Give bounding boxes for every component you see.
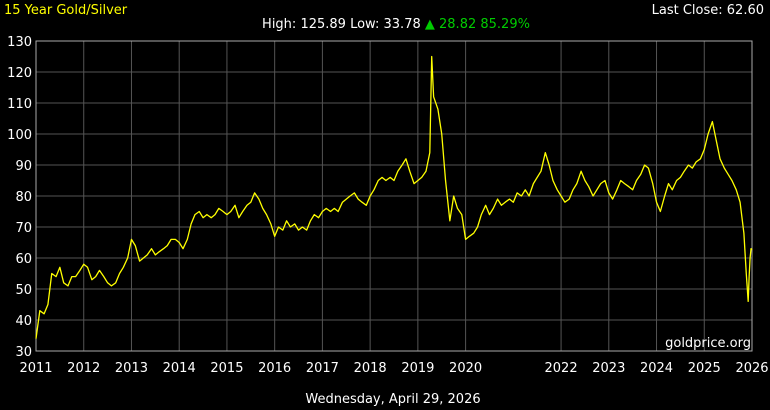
x-tick-label: 2014 — [163, 361, 196, 376]
change-percent: 85.29% — [480, 17, 530, 32]
footer-date: Wednesday, April 29, 2026 — [305, 392, 480, 407]
chart-title: 15 Year Gold/Silver — [4, 3, 128, 18]
y-tick-label: 40 — [15, 314, 32, 329]
x-tick-label: 2012 — [67, 361, 100, 376]
last-close: Last Close: 62.60 — [652, 3, 764, 18]
x-tick-label: 2015 — [210, 361, 243, 376]
change-value: 28.82 — [439, 17, 476, 32]
plot-frame — [35, 40, 753, 352]
watermark: goldprice.org — [665, 336, 751, 351]
x-tick-label: 2023 — [592, 361, 625, 376]
y-tick-label: 70 — [15, 221, 32, 236]
high-value: 125.89 — [300, 17, 346, 32]
x-tick-label: 2019 — [401, 361, 434, 376]
x-tick-label: 2017 — [306, 361, 339, 376]
series-line — [35, 55, 753, 339]
x-tick-label: 2018 — [354, 361, 387, 376]
y-tick-label: 100 — [7, 128, 32, 143]
y-tick-label: 50 — [15, 283, 32, 298]
change-arrow-icon: ▲ — [425, 17, 435, 32]
x-tick-label: 2013 — [115, 361, 148, 376]
x-tick-label: 2026 — [735, 361, 768, 376]
y-axis: 30 40 50 60 70 80 90 100 110 120 130 — [7, 35, 32, 360]
y-tick-label: 90 — [15, 159, 32, 174]
y-tick-label: 130 — [7, 35, 32, 50]
x-tick-label: 2024 — [640, 361, 673, 376]
x-tick-label: 2020 — [449, 361, 482, 376]
low-value: 33.78 — [384, 17, 421, 32]
x-tick-label: 2016 — [258, 361, 291, 376]
x-axis: 2011 2012 2013 2014 2015 2016 2017 2018 2019 2020… — [19, 361, 768, 376]
x-tick-label: 2025 — [688, 361, 721, 376]
y-tick-label: 80 — [15, 190, 32, 205]
low-label: Low: — [350, 17, 379, 32]
stats-line: High: 125.89 Low: 33.78 ▲ 28.82 85.29% — [262, 17, 530, 32]
x-tick-label: 2022 — [545, 361, 578, 376]
high-label: High: — [262, 17, 296, 32]
y-tick-label: 120 — [7, 66, 32, 81]
y-tick-label: 110 — [7, 97, 32, 112]
y-tick-label: 60 — [15, 252, 32, 267]
x-tick-label: 2011 — [19, 361, 52, 376]
y-tick-label: 30 — [15, 345, 32, 360]
